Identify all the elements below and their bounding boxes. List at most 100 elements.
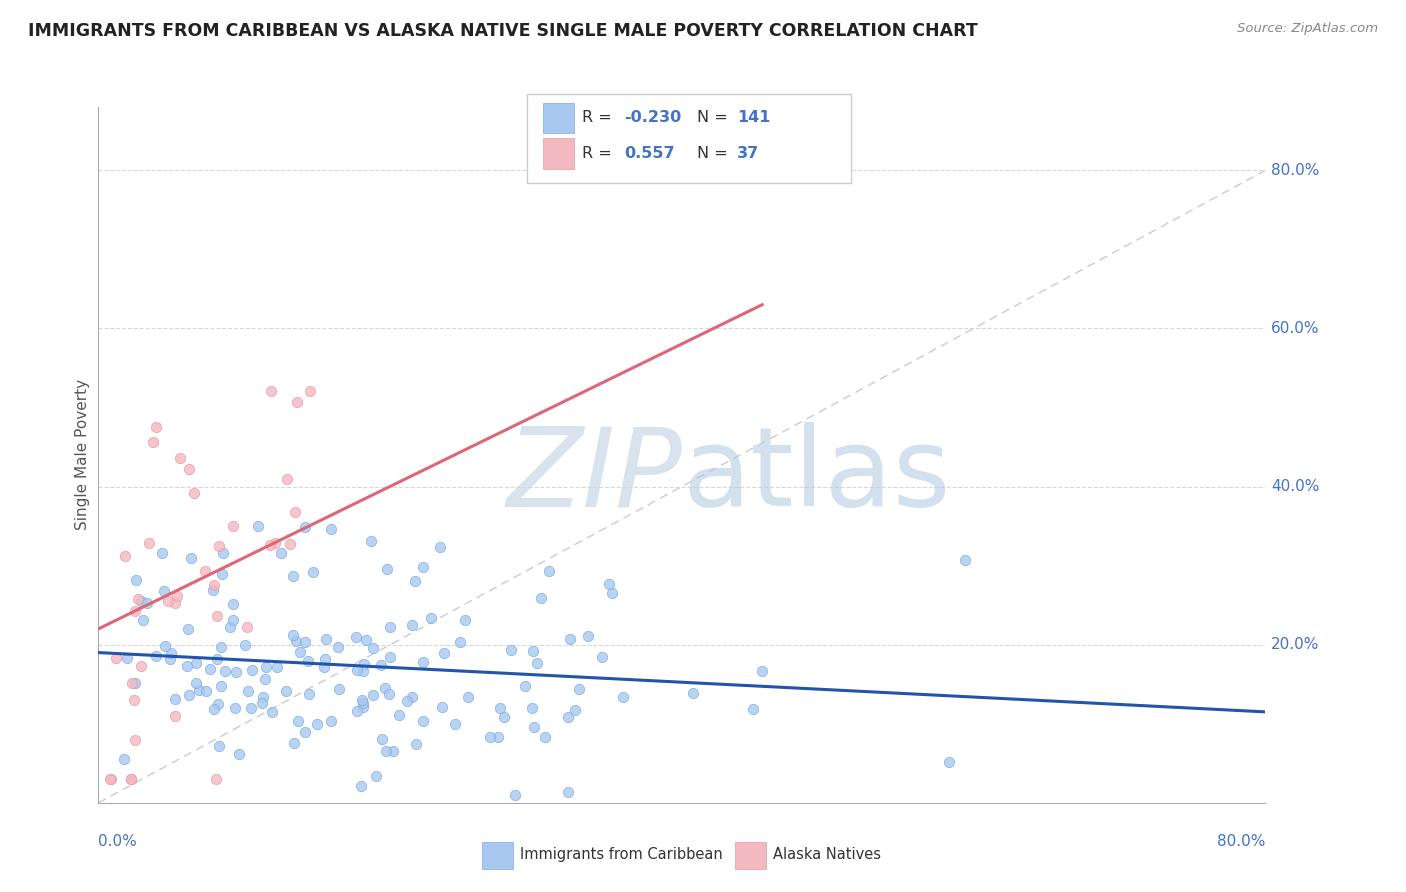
Point [266, 660, 288, 674]
Point [526, 656, 548, 670]
Point [326, 640, 349, 654]
Point [240, 663, 263, 677]
Point [209, 679, 232, 693]
Point [136, 596, 159, 610]
Text: 0.0%: 0.0% [98, 834, 138, 849]
Point [117, 651, 139, 665]
Point [353, 657, 375, 671]
Text: Source: ZipAtlas.com: Source: ZipAtlas.com [1237, 22, 1378, 36]
Text: atlas: atlas [682, 422, 950, 529]
Point [169, 450, 191, 465]
Point [254, 660, 277, 674]
Point [247, 518, 270, 533]
Point [486, 731, 509, 745]
Point [444, 717, 467, 731]
Point [150, 546, 173, 560]
Point [375, 562, 398, 576]
Point [127, 592, 149, 607]
Point [284, 505, 307, 519]
Point [129, 594, 152, 608]
Point [176, 623, 198, 637]
Point [179, 688, 201, 702]
Point [159, 646, 181, 660]
Point [433, 646, 456, 660]
Point [124, 732, 146, 747]
Point [184, 656, 207, 670]
Text: N =: N = [697, 146, 734, 161]
Point [328, 682, 350, 697]
Point [501, 643, 523, 657]
Point [395, 694, 418, 708]
Text: R =: R = [582, 111, 617, 125]
Point [278, 537, 301, 551]
Text: Alaska Natives: Alaska Natives [773, 847, 882, 862]
Point [222, 613, 245, 627]
Point [205, 652, 228, 666]
Point [430, 700, 453, 714]
Point [314, 652, 336, 666]
Point [121, 676, 143, 690]
Point [352, 665, 374, 679]
Point [222, 518, 245, 533]
Point [253, 673, 276, 687]
Point [259, 384, 281, 398]
Point [513, 679, 536, 693]
Point [202, 578, 225, 592]
Point [205, 609, 228, 624]
Point [284, 634, 307, 648]
Point [503, 788, 526, 802]
Point [360, 533, 382, 548]
Point [953, 553, 976, 567]
Point [283, 736, 305, 750]
Point [344, 630, 367, 644]
Point [370, 657, 392, 672]
Point [522, 701, 544, 715]
Point [557, 710, 579, 724]
Point [224, 701, 246, 715]
Point [207, 697, 229, 711]
Point [294, 520, 316, 534]
Point [533, 730, 555, 744]
Text: 141: 141 [737, 111, 770, 125]
Point [188, 682, 211, 697]
Point [207, 739, 229, 754]
Text: 0.557: 0.557 [624, 146, 675, 161]
Point [105, 650, 128, 665]
Point [492, 710, 515, 724]
Point [122, 693, 145, 707]
Point [205, 772, 228, 786]
Point [163, 692, 186, 706]
Point [312, 659, 335, 673]
Point [319, 714, 342, 728]
Point [235, 639, 257, 653]
Point [350, 780, 373, 794]
Point [120, 772, 142, 786]
Point [591, 650, 613, 665]
Point [183, 486, 205, 500]
Point [214, 664, 236, 678]
Point [489, 701, 512, 715]
Point [380, 650, 402, 665]
Text: 80.0%: 80.0% [1271, 163, 1320, 178]
Point [354, 632, 377, 647]
Point [350, 693, 373, 707]
Point [352, 700, 374, 714]
Point [404, 574, 426, 588]
Point [124, 676, 146, 690]
Point [315, 632, 337, 646]
Point [297, 654, 319, 668]
Point [180, 550, 202, 565]
Point [250, 696, 273, 710]
Point [307, 717, 329, 731]
Point [114, 549, 136, 563]
Point [125, 573, 148, 587]
Point [165, 709, 187, 723]
Point [276, 684, 298, 698]
Text: ZIP: ZIP [506, 422, 682, 529]
Point [211, 567, 233, 582]
Point [252, 690, 274, 705]
Y-axis label: Single Male Poverty: Single Male Poverty [75, 379, 90, 531]
Point [558, 632, 581, 647]
Text: N =: N = [697, 111, 734, 125]
Point [163, 596, 186, 610]
